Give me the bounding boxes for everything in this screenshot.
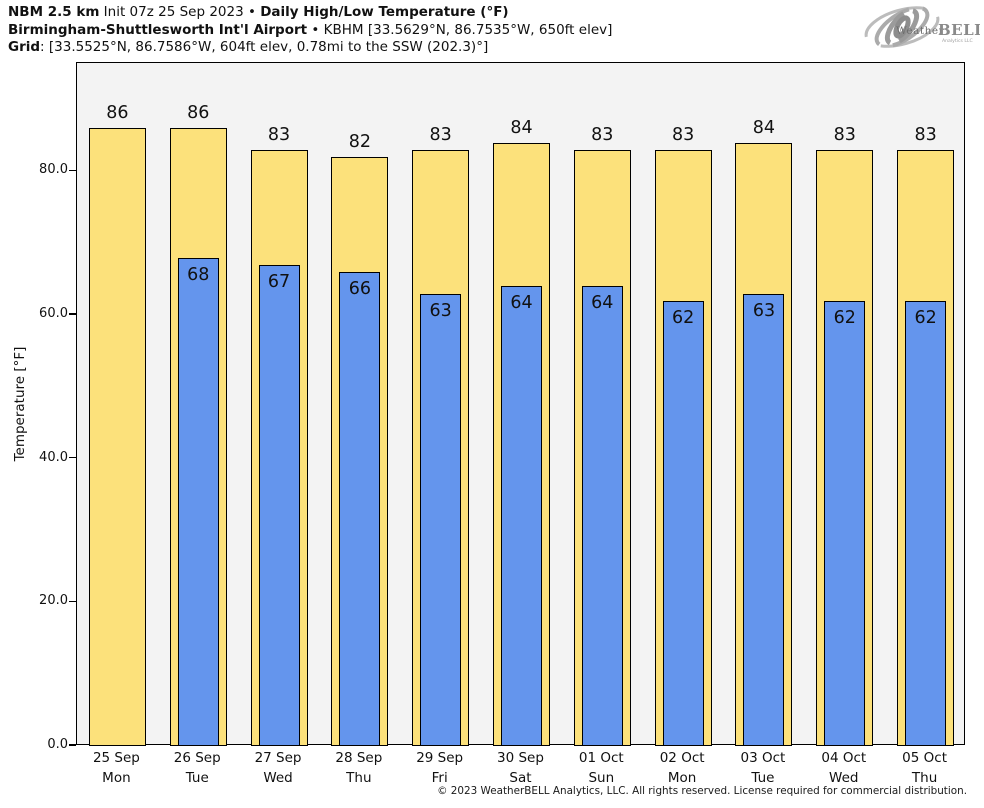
plot-area: 86 86 83 82 83 84 83 83 84 83 83 68 67 66 63 64 64 62 63 62… [76,62,965,746]
low-value-label: 62 [833,307,856,328]
hurricane-swirl-icon [864,5,940,49]
y-tick-label: 40.0 [39,449,68,465]
high-value-label: 83 [267,124,291,145]
x-label-date: 27 Sep [254,750,302,766]
high-value-label: 84 [510,117,533,138]
x-label-date: 02 Oct [659,750,705,766]
header-line-3: Grid: [33.5525°N, 86.7586°W, 604ft elev,… [8,39,612,57]
x-label-day: Thu [911,769,938,786]
high-temp-bar [88,128,146,746]
x-label-day: Tue [751,769,775,786]
high-value-label: 86 [106,103,129,124]
low-value-label: 64 [591,293,614,314]
x-tick-label: 26 Sep Tue [157,749,238,788]
init-time: Init 07z 25 Sep 2023 • [99,4,261,20]
low-value-label: 62 [914,307,937,328]
low-temp-bar [258,264,300,746]
y-tick-mark [69,313,76,315]
y-tick-mark [69,744,76,746]
x-tick-label: 28 Sep Thu [318,749,399,788]
x-label-day: Wed [829,769,859,786]
low-value-label: 66 [348,278,371,299]
low-temp-bar [905,300,947,746]
x-label-date: 05 Oct [902,750,947,766]
low-temp-bar [420,293,462,746]
x-label-date: 03 Oct [740,750,786,766]
y-tick-label: 60.0 [39,306,68,322]
low-value-label: 68 [187,264,210,285]
x-label-date: 04 Oct [821,750,867,766]
x-label-date: 30 Sep [497,750,544,766]
low-temp-bar [339,271,381,746]
x-tick-label: 03 Oct Tue [723,749,804,788]
high-value-label: 86 [187,103,210,124]
x-label-date: 26 Sep [173,750,221,766]
y-tick-mark [69,169,76,172]
low-temp-bar [581,286,623,746]
low-temp-bar [824,300,866,746]
chart-header: NBM 2.5 km Init 07z 25 Sep 2023 • Daily … [8,4,612,57]
high-value-label: 82 [348,132,371,153]
logo-text-analytics: Analytics LLC [942,38,973,44]
grid-coords: : [33.5525°N, 86.7586°W, 604ft elev, 0.7… [40,39,489,55]
header-line-2: Birmingham-Shuttlesworth Int'l Airport •… [8,22,612,40]
chart-title: Daily High/Low Temperature (°F) [260,4,509,20]
x-label-day: Wed [263,769,293,786]
high-value-label: 83 [591,124,614,145]
weatherbell-logo: Weather BELL Analytics LLC [864,5,980,49]
x-label-day: Mon [102,769,131,786]
x-tick-label: 27 Sep Wed [238,749,319,788]
x-label-day: Fri [431,769,448,786]
low-value-label: 67 [267,271,291,292]
y-tick-label: 20.0 [39,593,68,609]
x-label-date: 01 Oct [578,750,624,766]
x-tick-label: 02 Oct Mon [642,749,723,788]
x-label-day: Mon [667,769,697,786]
high-value-label: 83 [429,124,452,145]
logo-text-weather: Weather [896,25,945,37]
x-label-day: Tue [185,769,209,786]
y-tick-mark [69,600,76,603]
x-tick-label: 25 Sep Mon [76,749,157,788]
x-label-date: 28 Sep [335,750,383,766]
x-label-date: 25 Sep [92,750,140,766]
y-axis-title: Temperature [°F] [12,346,28,462]
copyright-notice: © 2023 WeatherBELL Analytics, LLC. All r… [437,785,967,797]
x-tick-label: 01 Oct Sun [561,749,642,788]
low-temp-bar [501,286,542,746]
x-label-day: Sat [509,769,532,786]
x-tick-label: 05 Oct Thu [884,749,965,788]
high-value-label: 83 [833,124,856,145]
x-label-date: 29 Sep [416,750,464,766]
station-name: Birmingham-Shuttlesworth Int'l Airport [8,21,308,38]
x-tick-label: 30 Sep Sat [480,749,561,788]
low-value-label: 64 [510,293,533,314]
low-temp-bar [743,293,785,746]
x-label-day: Thu [346,769,372,786]
low-temp-bar [662,300,704,746]
low-value-label: 63 [429,300,452,321]
x-tick-label: 04 Oct Wed [803,749,884,788]
header-line-1: NBM 2.5 km Init 07z 25 Sep 2023 • Daily … [8,4,612,22]
y-tick-mark [69,457,76,459]
logo-text-bell: BELL [938,21,980,39]
x-tick-label: 29 Sep Fri [399,749,480,788]
y-tick-label: 80.0 [39,162,68,178]
low-value-label: 63 [752,300,776,321]
low-temp-bar [177,257,219,746]
high-value-label: 83 [671,124,695,145]
high-value-label: 84 [752,117,776,138]
x-label-day: Sun [588,769,615,786]
grid-label: Grid [8,39,41,55]
model-name: NBM 2.5 km [8,4,100,20]
station-coords: • KBHM [33.5629°N, 86.7535°W, 650ft elev… [307,21,613,38]
low-value-label: 62 [671,307,695,328]
high-value-label: 83 [914,124,937,145]
y-tick-label: 0.0 [47,737,68,752]
